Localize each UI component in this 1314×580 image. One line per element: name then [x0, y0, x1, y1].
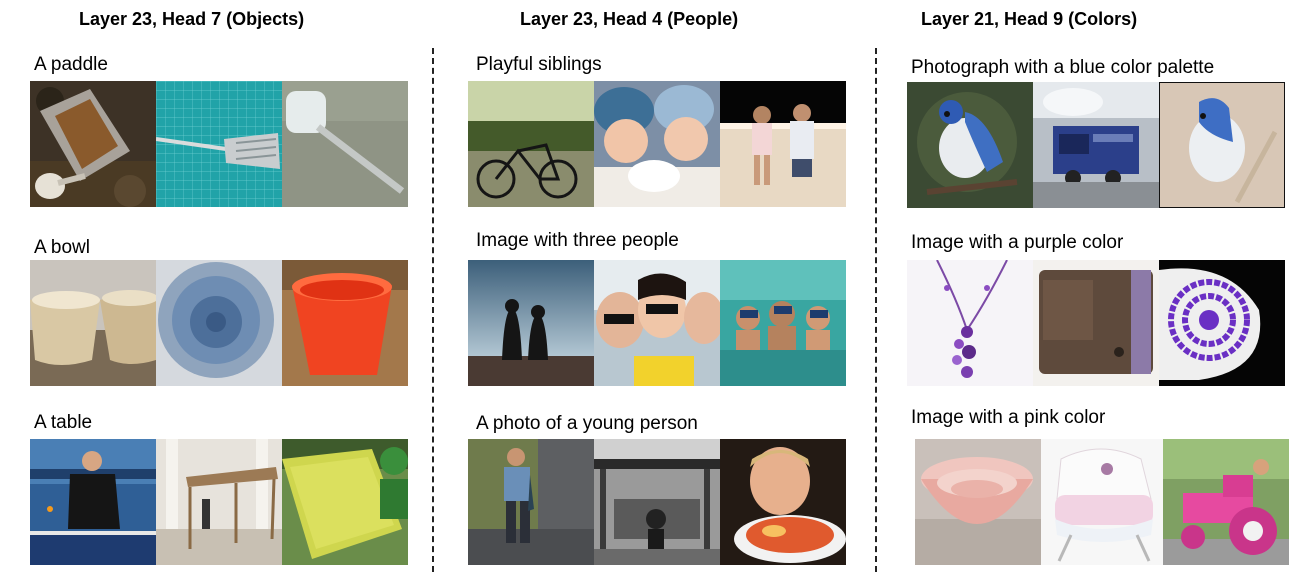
table-tennis-player-photo: [30, 439, 156, 565]
prompt-label: A photo of a young person: [476, 413, 698, 434]
prompt-label: Image with a pink color: [911, 407, 1106, 428]
image-strip: [30, 260, 408, 386]
purple-bead-spiral-photo: [1159, 260, 1285, 386]
blue-steam-train-photo: [1033, 82, 1159, 208]
image-strip: [468, 260, 846, 386]
image-strip: [30, 81, 408, 207]
column-title: Layer 21, Head 9 (Colors): [921, 9, 1138, 29]
ceramic-bowls-photo: [30, 260, 156, 386]
two-children-at-wall-photo: [720, 81, 846, 207]
image-strip: [468, 439, 846, 565]
three-snorkelers-photo: [720, 260, 846, 386]
boy-with-crab-plate-photo: [720, 439, 846, 565]
three-silhouettes-photo: [468, 260, 594, 386]
tandem-bicycle-photo: [468, 81, 594, 207]
purple-necklace-photo: [907, 260, 1033, 386]
blue-jay-perched-photo: [1159, 82, 1285, 208]
three-friends-selfie-photo: [594, 260, 720, 386]
prompt-label: A table: [34, 412, 93, 433]
blue-jay-branch-photo: [907, 82, 1033, 208]
brown-wallet-photo: [1033, 260, 1159, 386]
prompt-label: A paddle: [34, 54, 108, 75]
pink-baby-bassinet-photo: [1041, 439, 1163, 565]
prompt-label: Image with a purple color: [911, 232, 1124, 253]
prompt-label: Photograph with a blue color palette: [911, 57, 1215, 78]
children-blowing-snow-photo: [594, 81, 720, 207]
boy-holding-fish-photo: [468, 439, 594, 565]
prompt-label: Image with three people: [476, 230, 679, 251]
image-strip: [30, 439, 408, 565]
column-title: Layer 23, Head 7 (Objects): [79, 9, 305, 29]
pink-bowls-photo: [915, 439, 1041, 565]
green-plastic-table-photo: [282, 439, 408, 565]
prompt-label: A bowl: [34, 237, 90, 258]
market-scene-bw-photo: [594, 439, 720, 565]
spatula-on-grid-photo: [156, 81, 282, 207]
wooden-table-frame-photo: [156, 439, 282, 565]
image-strip: [907, 260, 1285, 386]
pink-tractor-photo: [1163, 439, 1289, 565]
column-title: Layer 23, Head 4 (People): [520, 9, 739, 29]
image-strip: [907, 82, 1285, 208]
prompt-label: Playful siblings: [476, 54, 602, 75]
red-bucket-photo: [282, 260, 408, 386]
column-divider: [875, 48, 877, 572]
blue-bowl-photo: [156, 260, 282, 386]
column-divider: [432, 48, 434, 572]
image-strip: [915, 439, 1289, 565]
rusty-shovel-photo: [30, 81, 156, 207]
image-strip: [468, 81, 846, 207]
plastic-spatula-photo: [282, 81, 408, 207]
